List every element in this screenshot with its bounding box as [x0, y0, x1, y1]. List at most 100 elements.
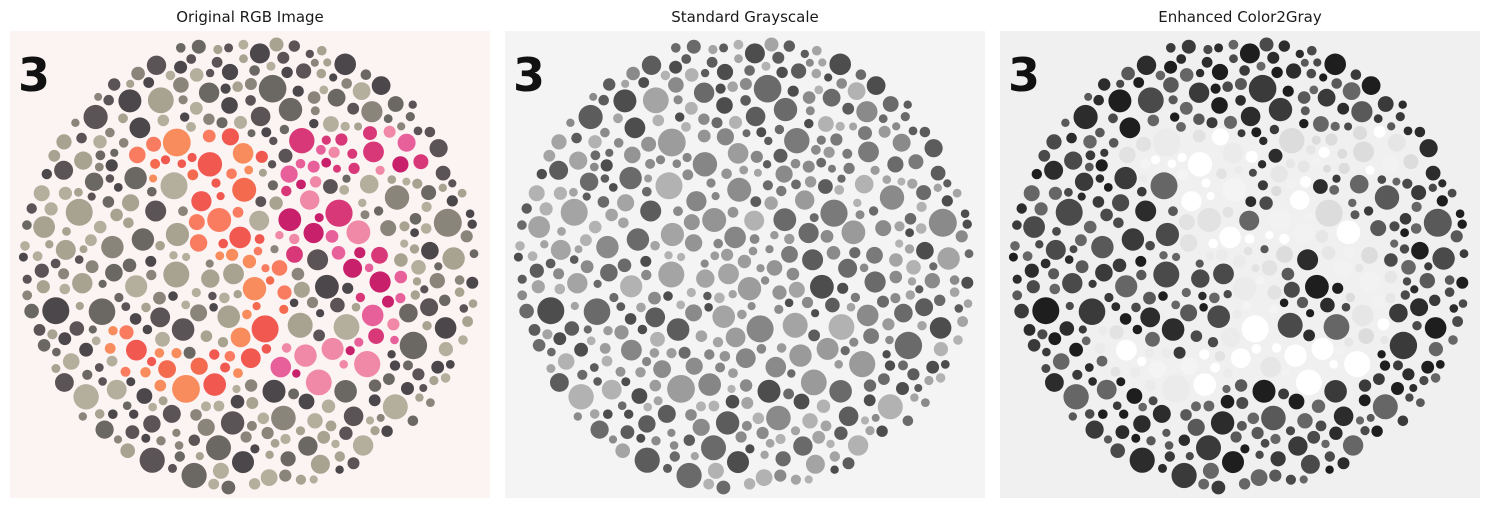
plate-dot	[1321, 246, 1336, 260]
plate-dot	[762, 180, 773, 191]
plate-dot	[1268, 148, 1283, 163]
plate-dot	[1232, 277, 1257, 301]
plate-dot	[677, 252, 686, 262]
plate-dot	[328, 146, 340, 158]
plate-dot	[1203, 44, 1213, 55]
plate-dot	[1172, 252, 1181, 262]
plate-dot	[147, 186, 157, 197]
plate-dot	[1323, 164, 1331, 173]
plate-dot	[1223, 368, 1233, 378]
plate-dot	[158, 396, 168, 406]
plate-dot	[1023, 185, 1040, 202]
plate-dot	[866, 76, 886, 95]
plate-dot	[457, 188, 467, 198]
plate-dot	[1191, 401, 1201, 412]
plate-dot	[469, 249, 479, 259]
plate-dot	[718, 263, 739, 285]
plate-dot	[863, 328, 879, 344]
plate-number-label: 3	[18, 48, 50, 102]
plate-dot	[1351, 101, 1373, 123]
plate-dot	[1372, 394, 1398, 420]
plate-dot	[566, 118, 575, 128]
plate-dot	[642, 87, 669, 114]
plate-dot	[669, 60, 683, 74]
plate-dot	[1325, 133, 1338, 146]
plate-dot	[673, 95, 683, 105]
plate-dot	[580, 260, 594, 274]
plate-dot	[401, 382, 414, 395]
plate-dot	[216, 192, 225, 201]
plate-dot	[1341, 302, 1351, 312]
plate-dot	[615, 443, 630, 459]
plate-dot	[1411, 201, 1422, 212]
plate-dot	[65, 198, 93, 226]
plate-dot	[346, 220, 371, 245]
plate-dot	[800, 369, 827, 396]
plate-dot	[553, 332, 567, 346]
plate-dot	[292, 85, 304, 97]
plate-dot	[1032, 297, 1060, 325]
plate-dot	[789, 344, 812, 367]
plate-dot	[649, 348, 660, 358]
plate-dot	[306, 296, 319, 309]
plate-dot	[1285, 158, 1296, 169]
plate-dot	[641, 136, 657, 152]
plate-dot	[1037, 329, 1048, 340]
plate-dot	[1088, 377, 1097, 386]
plate-dot	[870, 165, 880, 175]
plate-dot	[761, 61, 771, 71]
plate-dot	[110, 208, 123, 222]
plate-dot	[289, 128, 315, 154]
plate-dot	[1295, 369, 1322, 396]
plate-dot	[519, 303, 534, 319]
plate-dot	[232, 177, 257, 202]
plate-dot	[41, 168, 52, 180]
plate-dot	[569, 151, 588, 170]
plate-dot	[1115, 275, 1138, 298]
plate-dot	[316, 144, 326, 155]
plate-dot	[1022, 251, 1033, 262]
plate-dot	[187, 152, 197, 163]
plate-dot	[776, 343, 787, 353]
plate-dot	[786, 267, 800, 281]
plate-dot	[1338, 162, 1350, 174]
plate-dot	[1177, 152, 1187, 163]
plate-dot	[126, 79, 135, 88]
plate-dot	[211, 178, 221, 188]
plate-dot	[716, 97, 733, 114]
plate-dot	[361, 304, 384, 327]
plate-dot	[1414, 126, 1426, 138]
plate-dot	[323, 116, 339, 132]
plate-dot	[242, 254, 257, 269]
plate-dot	[1241, 315, 1269, 343]
plate-dot	[615, 366, 626, 377]
plate-dot	[812, 45, 822, 56]
plate-dot	[435, 165, 451, 181]
plate-dot	[589, 409, 600, 419]
plate-dot	[842, 148, 853, 159]
plate-dot	[345, 346, 355, 356]
plate-dot	[1324, 451, 1335, 462]
plate-dot	[309, 475, 318, 484]
plate-dot	[617, 258, 632, 273]
plate-dot	[1171, 300, 1181, 310]
plate-dot	[79, 245, 88, 254]
plate-dot	[929, 317, 952, 339]
plate-dot	[1311, 157, 1322, 168]
plate-dot	[1283, 281, 1300, 298]
plate-dot	[448, 179, 457, 188]
plate-dot	[1167, 159, 1177, 168]
plate-dot	[1146, 436, 1156, 446]
plate-dot	[420, 298, 439, 317]
plate-dot	[838, 258, 858, 278]
plate-dot	[728, 368, 738, 378]
plate-dot	[1269, 124, 1280, 135]
plate-dot	[830, 133, 843, 146]
plate-dot	[1137, 356, 1147, 367]
plate-dot	[42, 297, 70, 325]
plate-dot	[1286, 63, 1302, 79]
plate-dot	[1244, 234, 1255, 244]
plate-dot	[1179, 68, 1194, 82]
plate-dot	[122, 194, 140, 212]
plate-dot	[725, 394, 740, 409]
